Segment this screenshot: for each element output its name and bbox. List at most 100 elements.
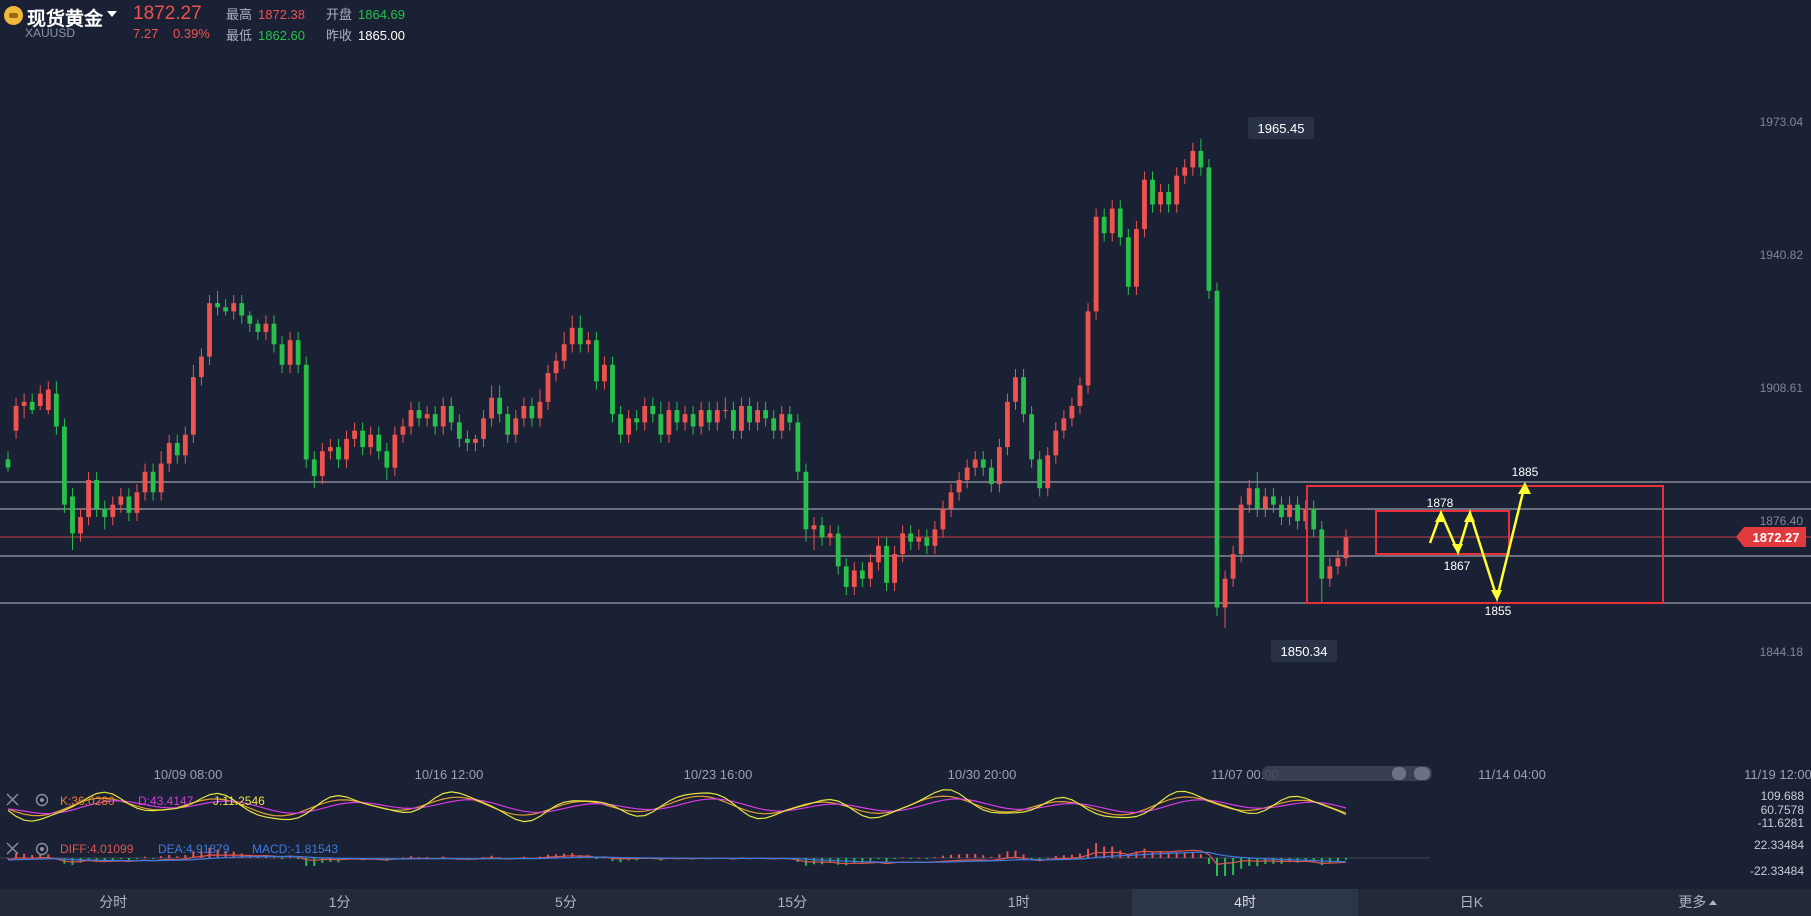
candle[interactable] xyxy=(440,397,446,435)
candle[interactable] xyxy=(1182,159,1188,184)
candle[interactable] xyxy=(602,356,607,390)
candle[interactable] xyxy=(1109,200,1115,242)
candle[interactable] xyxy=(964,459,970,489)
candle[interactable] xyxy=(1061,410,1067,439)
candle[interactable] xyxy=(263,315,269,341)
candle[interactable] xyxy=(1101,208,1107,242)
candle[interactable] xyxy=(1246,479,1252,513)
candle[interactable] xyxy=(666,401,672,443)
candle[interactable] xyxy=(674,401,680,431)
candle[interactable] xyxy=(1271,488,1276,513)
candle[interactable] xyxy=(207,294,212,365)
candle[interactable] xyxy=(787,405,793,431)
candle[interactable] xyxy=(110,496,116,526)
candle[interactable] xyxy=(779,405,785,439)
candle[interactable] xyxy=(53,381,59,435)
candle[interactable] xyxy=(126,488,132,522)
candle[interactable] xyxy=(1287,496,1292,526)
candle[interactable] xyxy=(1238,496,1244,563)
tab-daily[interactable]: 日K xyxy=(1459,894,1484,910)
candle[interactable] xyxy=(1262,488,1268,518)
candle[interactable] xyxy=(650,397,656,423)
candle[interactable] xyxy=(577,315,583,353)
candle[interactable] xyxy=(634,410,640,431)
candle[interactable] xyxy=(1174,167,1180,213)
candle[interactable] xyxy=(876,537,881,571)
candle[interactable] xyxy=(835,525,841,575)
candle[interactable] xyxy=(884,537,889,592)
candle[interactable] xyxy=(456,414,462,448)
candle[interactable] xyxy=(1319,521,1325,604)
candle[interactable] xyxy=(158,451,164,501)
candle[interactable] xyxy=(360,422,366,456)
candle[interactable] xyxy=(94,471,100,518)
candle[interactable] xyxy=(972,451,978,476)
candle[interactable] xyxy=(1158,183,1163,213)
candle[interactable] xyxy=(948,484,954,518)
candle[interactable] xyxy=(868,554,873,587)
instrument-name[interactable]: 现货黄金 xyxy=(27,9,104,30)
candle[interactable] xyxy=(1303,500,1309,530)
candle[interactable] xyxy=(102,500,108,530)
candle[interactable] xyxy=(851,562,857,596)
candle[interactable] xyxy=(271,315,277,353)
candle[interactable] xyxy=(376,426,382,460)
candle[interactable] xyxy=(215,290,220,316)
candle[interactable] xyxy=(368,426,374,456)
candle[interactable] xyxy=(1037,451,1043,497)
candle[interactable] xyxy=(980,451,986,476)
candle[interactable] xyxy=(45,381,51,415)
candle[interactable] xyxy=(352,422,357,448)
candle[interactable] xyxy=(344,430,349,468)
candle[interactable] xyxy=(642,397,648,431)
candle[interactable] xyxy=(811,517,817,550)
candle[interactable] xyxy=(956,471,962,501)
candle[interactable] xyxy=(553,352,559,382)
candle[interactable] xyxy=(86,471,91,526)
candle[interactable] xyxy=(827,525,833,546)
candle[interactable] xyxy=(1254,471,1260,518)
candle[interactable] xyxy=(610,356,615,423)
candle[interactable] xyxy=(1327,558,1333,587)
candle[interactable] xyxy=(722,397,728,419)
dropdown-caret-icon[interactable] xyxy=(107,11,117,17)
candle[interactable] xyxy=(771,410,777,439)
tab-5min[interactable]: 5分 xyxy=(555,894,577,910)
candle[interactable] xyxy=(37,385,43,411)
candle[interactable] xyxy=(134,484,140,522)
range-box-large[interactable] xyxy=(1306,485,1664,604)
candle[interactable] xyxy=(932,521,938,555)
candle[interactable] xyxy=(416,401,422,427)
tab-1min[interactable]: 1分 xyxy=(328,894,351,910)
candle[interactable] xyxy=(585,331,591,353)
candle[interactable] xyxy=(763,401,769,427)
candle[interactable] xyxy=(988,459,994,493)
candle[interactable] xyxy=(247,311,253,332)
candle[interactable] xyxy=(1077,377,1083,415)
candle[interactable] xyxy=(400,418,406,443)
candle[interactable] xyxy=(279,336,285,374)
candle[interactable] xyxy=(118,488,124,513)
candle[interactable] xyxy=(336,438,341,468)
candle[interactable] xyxy=(392,426,398,476)
candle[interactable] xyxy=(996,438,1002,493)
candle[interactable] xyxy=(859,562,865,587)
range-box-small[interactable] xyxy=(1375,510,1510,555)
candle[interactable] xyxy=(311,451,317,489)
macd-settings-icon[interactable] xyxy=(35,842,49,856)
candle[interactable] xyxy=(1222,570,1228,629)
candle[interactable] xyxy=(174,434,180,464)
candle[interactable] xyxy=(473,434,478,452)
tab-4hour[interactable]: 4时 xyxy=(1131,889,1359,916)
candle[interactable] xyxy=(1166,183,1172,213)
candle[interactable] xyxy=(819,517,825,546)
candle[interactable] xyxy=(182,426,188,464)
candle[interactable] xyxy=(70,488,75,550)
candle[interactable] xyxy=(1029,405,1035,468)
candle[interactable] xyxy=(62,418,67,513)
candle[interactable] xyxy=(1013,368,1018,411)
candle[interactable] xyxy=(1142,171,1147,238)
candle[interactable] xyxy=(892,545,897,592)
candle[interactable] xyxy=(13,397,19,439)
candle[interactable] xyxy=(287,331,293,374)
